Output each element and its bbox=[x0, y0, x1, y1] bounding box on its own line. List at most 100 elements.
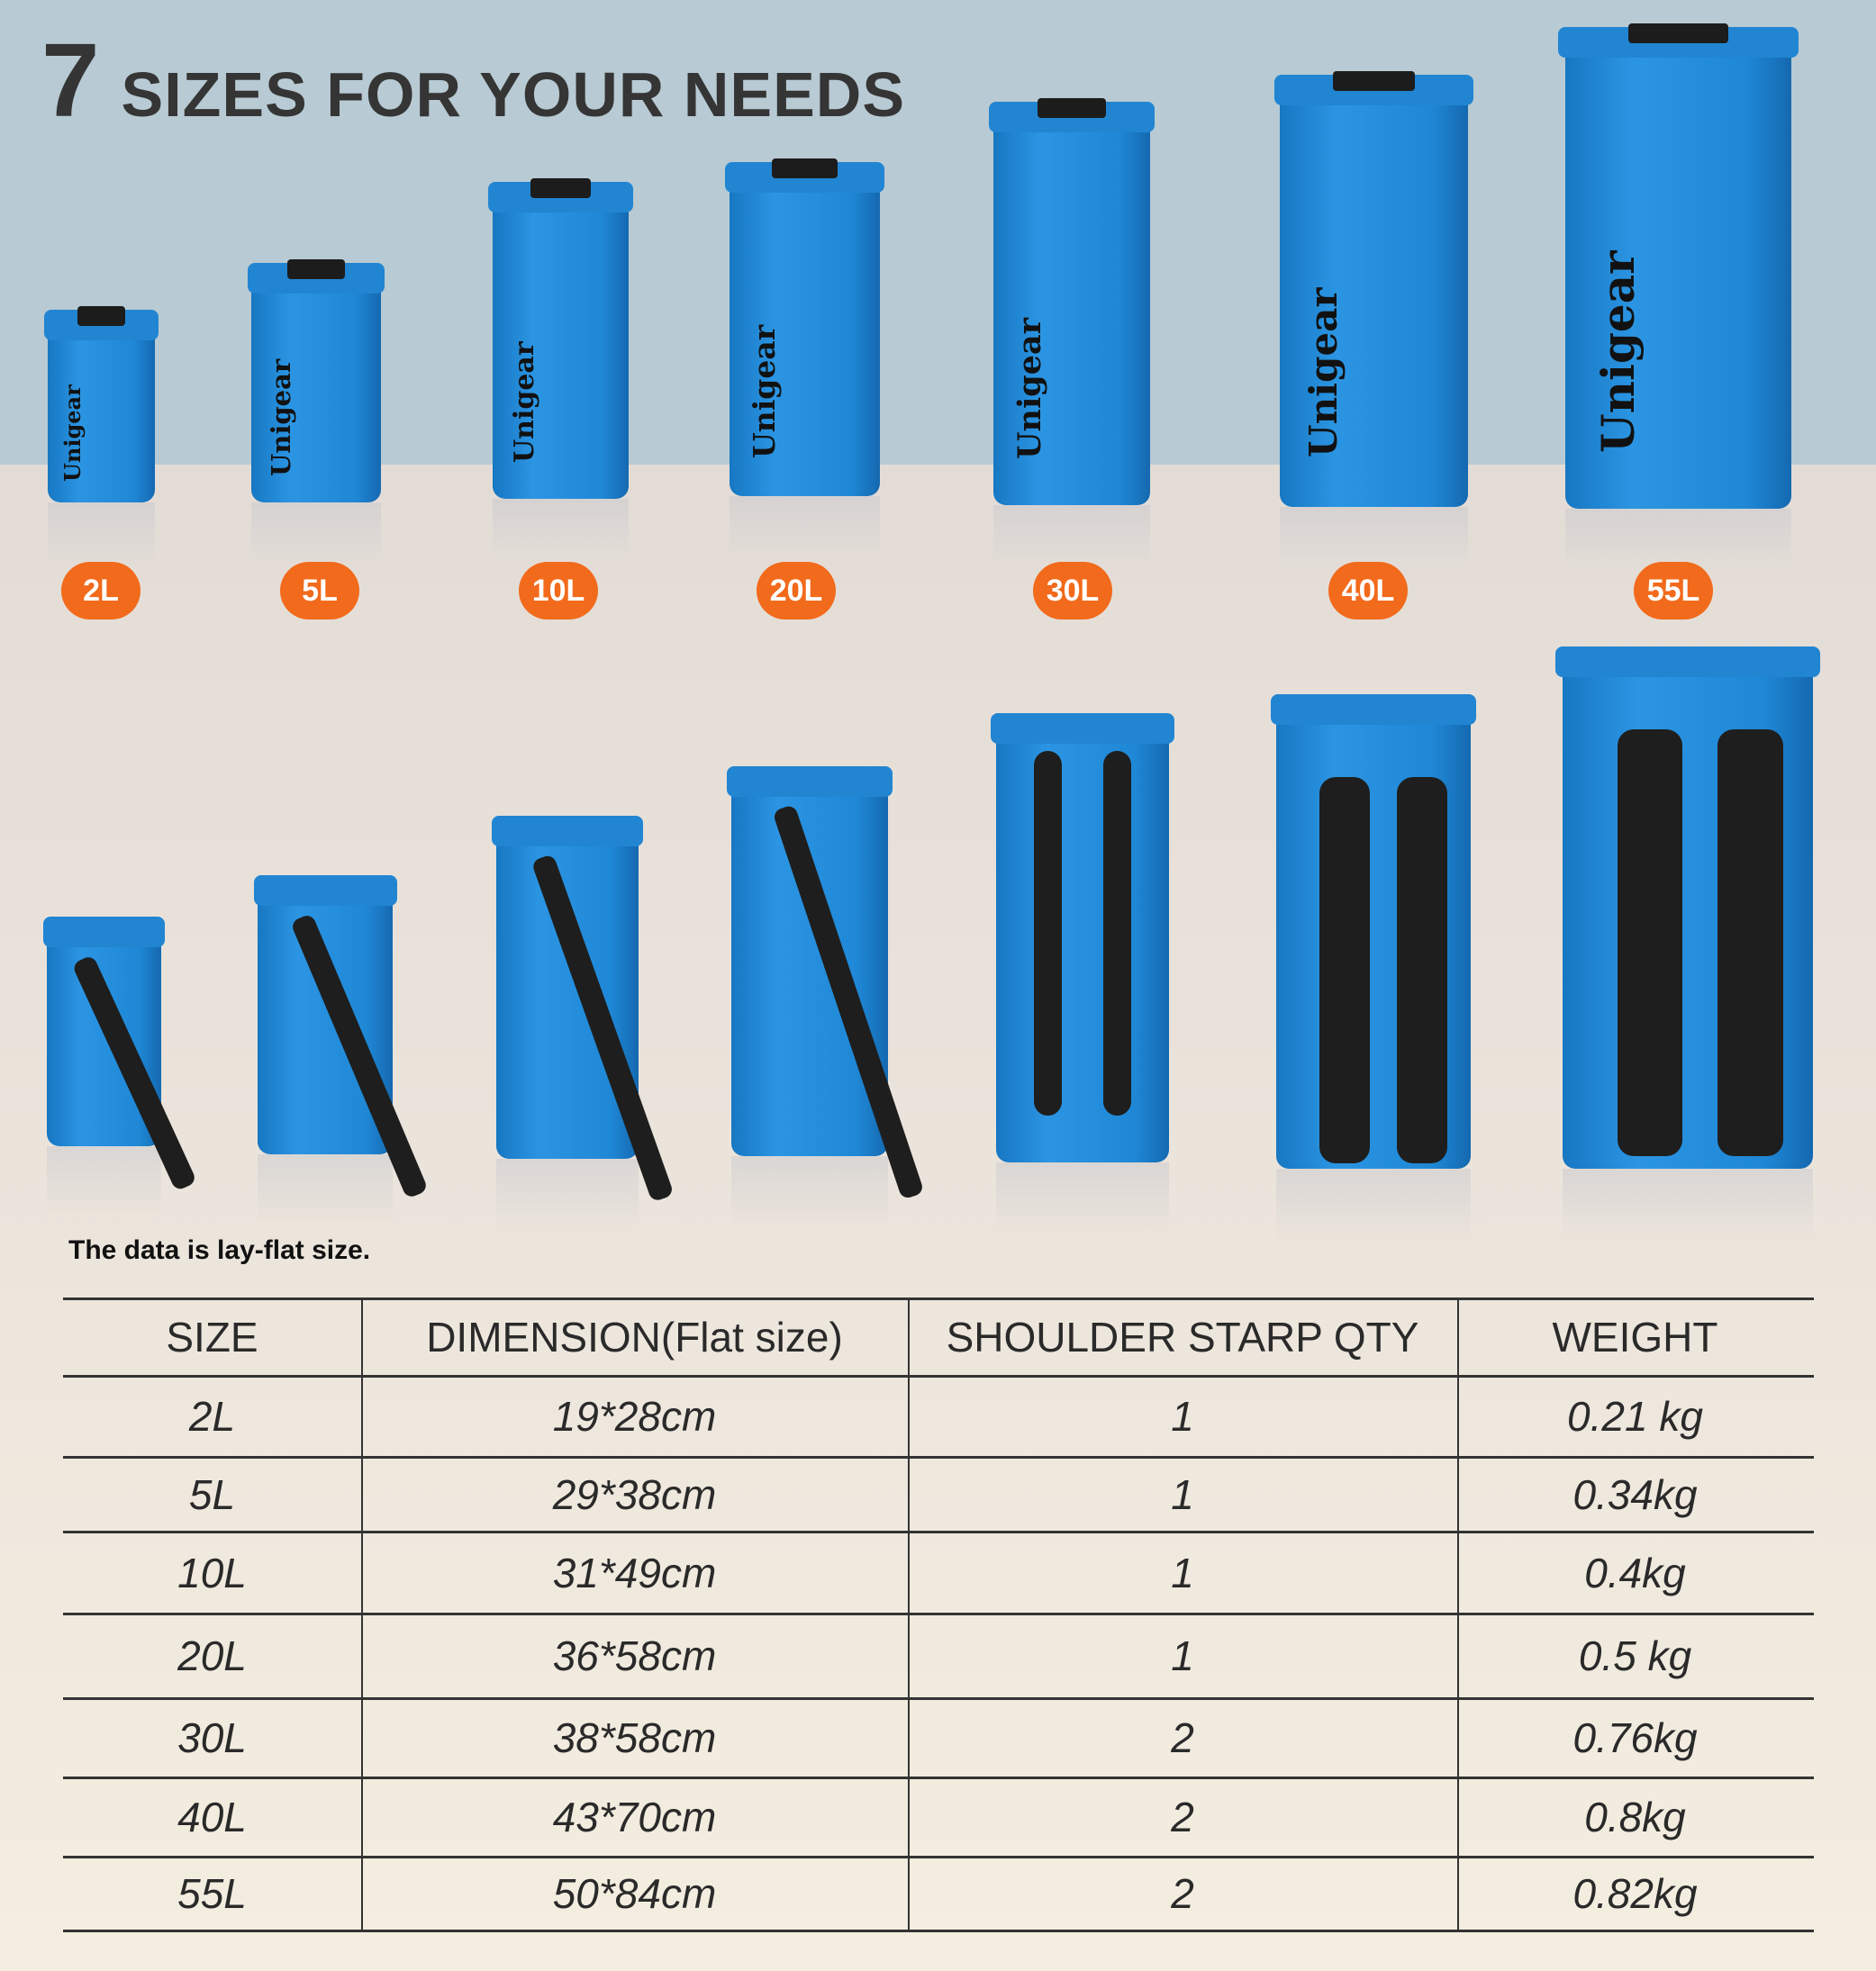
bag-reflection bbox=[47, 1146, 161, 1218]
brand-logo: Unigear bbox=[1011, 317, 1048, 459]
size-badge-20L: 20L bbox=[757, 562, 836, 619]
table-column-divider bbox=[1457, 1297, 1459, 1930]
table-cell: 1 bbox=[1171, 1632, 1194, 1679]
table-rule bbox=[63, 1613, 1814, 1615]
table-rule bbox=[63, 1697, 1814, 1700]
bag-roll-top bbox=[492, 816, 643, 846]
table-cell: 0.34kg bbox=[1572, 1470, 1698, 1518]
lay-flat-note: The data is lay-flat size. bbox=[68, 1235, 371, 1265]
bag-buckle bbox=[771, 158, 838, 178]
bag-roll-top bbox=[43, 917, 165, 947]
table-cell: 0.82kg bbox=[1572, 1870, 1698, 1917]
table-cell: 55L bbox=[177, 1870, 247, 1917]
table-cell: 1 bbox=[1171, 1393, 1194, 1440]
size-badge-55L: 55L bbox=[1634, 562, 1713, 619]
size-badge-5L: 5L bbox=[280, 562, 359, 619]
backpack-strap bbox=[1319, 777, 1370, 1164]
bag-buckle bbox=[77, 306, 125, 326]
backpack-strap bbox=[1103, 751, 1131, 1117]
table-cell: 40L bbox=[177, 1794, 247, 1840]
bag-reflection bbox=[731, 1156, 888, 1228]
table-cell: 2 bbox=[1171, 1794, 1194, 1840]
bag-reflection bbox=[493, 499, 629, 562]
header-cell: SHOULDER STARP QTY bbox=[946, 1314, 1419, 1361]
table-cell: 38*58cm bbox=[552, 1714, 717, 1761]
dry-bag-front-40L: Unigear bbox=[1273, 71, 1474, 507]
headline-text: SIZES FOR YOUR NEEDS bbox=[121, 59, 906, 130]
table-cell: 2L bbox=[188, 1393, 236, 1440]
bag-roll-top bbox=[1554, 646, 1821, 677]
backpack-strap bbox=[1034, 751, 1062, 1117]
table-cell: 0.21 kg bbox=[1567, 1393, 1703, 1440]
table-rule bbox=[63, 1930, 1814, 1932]
dry-bag-back-10L bbox=[492, 816, 643, 1159]
headline-number: 7 bbox=[41, 22, 100, 139]
size-badge-10L: 10L bbox=[519, 562, 598, 619]
header-cell: DIMENSION(Flat size) bbox=[426, 1314, 843, 1361]
dry-bag-back-20L bbox=[726, 766, 893, 1156]
bag-reflection bbox=[251, 502, 381, 565]
table-cell: 5L bbox=[188, 1470, 236, 1518]
table-column-divider bbox=[361, 1297, 363, 1930]
brand-logo: Unigear bbox=[508, 341, 540, 464]
dry-bag-back-30L bbox=[991, 713, 1174, 1162]
brand-logo: Unigear bbox=[747, 324, 783, 459]
bag-roll-top bbox=[991, 713, 1174, 744]
bag-roll-top bbox=[1270, 694, 1477, 725]
table-cell: 19*28cm bbox=[552, 1393, 717, 1440]
table-cell: 1 bbox=[1171, 1470, 1194, 1518]
bag-reflection bbox=[1563, 1169, 1813, 1241]
bag-buckle bbox=[287, 259, 345, 279]
bag-reflection bbox=[1280, 507, 1468, 570]
table-rule bbox=[63, 1531, 1814, 1533]
table-cell: 0.8kg bbox=[1584, 1794, 1686, 1840]
bag-reflection bbox=[730, 496, 880, 559]
size-badge-30L: 30L bbox=[1033, 562, 1112, 619]
bag-reflection bbox=[48, 502, 155, 565]
table-cell: 20L bbox=[177, 1632, 247, 1679]
table-cell: 50*84cm bbox=[552, 1870, 717, 1917]
bag-buckle bbox=[1332, 71, 1416, 91]
table-cell: 1 bbox=[1171, 1549, 1194, 1596]
table-cell: 36*58cm bbox=[552, 1632, 717, 1679]
table-cell: 0.76kg bbox=[1572, 1714, 1698, 1761]
dry-bag-front-30L: Unigear bbox=[988, 98, 1156, 505]
bag-roll-top bbox=[726, 766, 893, 797]
bag-roll-top bbox=[253, 875, 397, 906]
table-cell: 2 bbox=[1171, 1714, 1194, 1761]
dry-bag-front-5L: Unigear bbox=[247, 259, 385, 502]
table-rule bbox=[63, 1375, 1814, 1378]
backpack-strap bbox=[1618, 729, 1683, 1157]
dry-bag-front-2L: Unigear bbox=[44, 306, 159, 502]
table-cell: 29*38cm bbox=[552, 1470, 717, 1518]
table-rule bbox=[63, 1856, 1814, 1858]
dry-bag-front-20L: Unigear bbox=[725, 158, 884, 496]
table-rule bbox=[63, 1297, 1814, 1300]
brand-logo: Unigear bbox=[1301, 287, 1346, 458]
bag-reflection bbox=[996, 1162, 1169, 1234]
table-rule bbox=[63, 1456, 1814, 1459]
bag-reflection bbox=[993, 505, 1150, 568]
brand-logo: Unigear bbox=[59, 384, 86, 482]
dry-bag-front-55L: Unigear bbox=[1558, 23, 1799, 509]
bag-reflection bbox=[258, 1154, 393, 1226]
table-cell: 31*49cm bbox=[552, 1549, 717, 1596]
table-cell: 30L bbox=[177, 1714, 247, 1761]
brand-logo: Unigear bbox=[266, 358, 297, 476]
size-badge-2L: 2L bbox=[61, 562, 140, 619]
bag-reflection bbox=[496, 1159, 639, 1231]
table-column-divider bbox=[908, 1297, 910, 1930]
table-cell: 0.4kg bbox=[1584, 1549, 1686, 1596]
header-cell: SIZE bbox=[166, 1314, 258, 1361]
backpack-strap bbox=[1717, 729, 1783, 1157]
table-rule bbox=[63, 1777, 1814, 1779]
bag-buckle bbox=[530, 178, 591, 198]
table-cell: 0.5 kg bbox=[1578, 1632, 1692, 1679]
size-badge-40L: 40L bbox=[1328, 562, 1408, 619]
bag-buckle bbox=[1628, 23, 1728, 43]
table-cell: 2 bbox=[1171, 1870, 1194, 1917]
table-cell: 10L bbox=[177, 1549, 247, 1596]
bag-reflection bbox=[1276, 1169, 1471, 1241]
header-cell: WEIGHT bbox=[1552, 1314, 1718, 1361]
headline: 7 SIZES FOR YOUR NEEDS bbox=[41, 20, 905, 140]
